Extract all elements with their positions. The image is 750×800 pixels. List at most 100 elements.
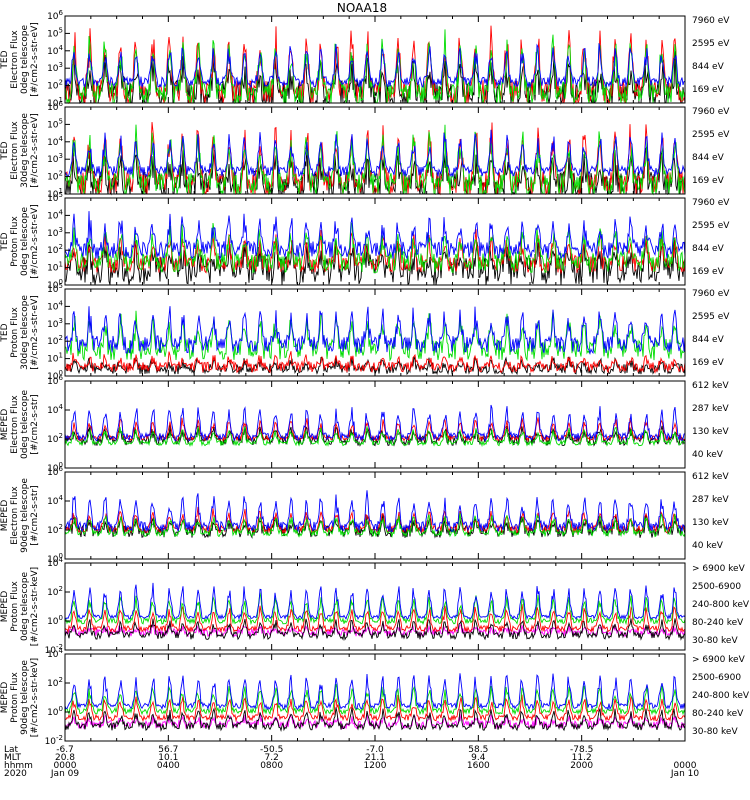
- x-tick-label: 1600: [467, 761, 490, 771]
- series-3-trace: [64, 694, 686, 723]
- series-4-trace: [64, 683, 686, 716]
- y-tick-label: 102: [47, 432, 63, 445]
- x-row-label: hhmm: [4, 761, 33, 771]
- y-tick-label: 103: [47, 226, 63, 239]
- series-5-trace: [64, 673, 686, 711]
- series-2-trace: [64, 417, 685, 443]
- x-tick-label: 10.1: [158, 753, 178, 763]
- x-row-label: MLT: [4, 753, 22, 763]
- y-tick-label: 106: [47, 9, 63, 22]
- panel-frame: [64, 471, 686, 560]
- panel-frame: [64, 288, 686, 377]
- x-tick-label: 2000: [570, 761, 593, 771]
- y-tick-label: 103: [47, 152, 63, 165]
- y-tick-label: 100: [47, 614, 63, 627]
- y-axis-label: MEPED Electron Flux 0deg telescope [#/cm2-s…: [0, 390, 40, 460]
- y-axis-label-line: TED: [0, 323, 10, 342]
- y-axis-label-line: [#/cm2-s-str-eV]: [30, 22, 40, 97]
- y-axis-label-line: 0deg telescope: [20, 25, 30, 95]
- y-axis-label-line: [#/cm2-s-str-keV]: [30, 658, 40, 737]
- y-axis-label-line: 0deg telescope: [20, 390, 30, 460]
- series-3-trace: [64, 221, 686, 274]
- y-tick-label: 102: [47, 79, 63, 92]
- legend-entry: 2595 eV: [692, 130, 730, 140]
- y-axis-label: MEPED Electron Flux 90deg telescope [#/cm2-…: [0, 478, 40, 553]
- legend-entry: 40 keV: [692, 450, 724, 460]
- y-axis-label-line: Electron Flux: [10, 121, 20, 180]
- y-tick-label: 103: [47, 61, 63, 74]
- y-tick-label: 104: [47, 44, 63, 57]
- legend-entry: 169 eV: [692, 176, 725, 186]
- series-4-trace: [64, 129, 686, 178]
- y-tick-label: 102: [47, 170, 63, 183]
- legend-entry: 30-80 keV: [692, 636, 738, 646]
- x-tick-label: -6.7: [56, 745, 74, 755]
- series-5-trace: [64, 582, 686, 621]
- y-axis-label-line: MEPED: [0, 500, 10, 532]
- y-tick-label: 100: [47, 705, 63, 718]
- y-axis-label-line: 30deg telescope: [20, 113, 30, 188]
- series-4-trace: [64, 490, 686, 533]
- y-axis-label-line: [#/cm2-s-str-eV]: [30, 113, 40, 188]
- y-tick-label: 102: [47, 585, 63, 598]
- y-axis-label-line: Electron Flux: [10, 486, 20, 545]
- y-tick-label: 104: [47, 208, 63, 221]
- legend-entry: 612 keV: [692, 381, 729, 391]
- legend-entry: 169 eV: [692, 358, 725, 368]
- y-axis-label-line: Proton Flux: [10, 216, 20, 267]
- x-tick-label: -78.5: [570, 745, 593, 755]
- y-tick-label: 105: [47, 26, 63, 39]
- legend-entry: 2500-6900: [692, 582, 741, 592]
- y-tick-label: 104: [47, 494, 63, 507]
- x-tick-label: -7.0: [366, 745, 384, 755]
- x-tick-label: 9.4: [471, 753, 486, 763]
- series-4-trace: [64, 592, 686, 626]
- legend-entry: 2595 eV: [692, 221, 730, 231]
- legend-entry: 7960 eV: [692, 16, 730, 26]
- y-axis-label: MEPED Proton Flux 90deg telescope [#/cm2-s-…: [0, 658, 40, 737]
- y-tick-label: 104: [47, 299, 63, 312]
- series-3-trace: [64, 513, 686, 539]
- legend-entry: 2595 eV: [692, 39, 730, 49]
- y-axis-label-line: MEPED: [0, 682, 10, 714]
- y-tick-label: 102: [47, 523, 63, 536]
- legend-entry: 7960 eV: [692, 198, 730, 208]
- panel-frame: [64, 380, 686, 469]
- chart-title: NOAA18: [337, 1, 387, 15]
- series-4-trace: [64, 43, 686, 89]
- legend-entry: 7960 eV: [692, 107, 730, 117]
- y-axis-label-line: 90deg telescope: [20, 478, 30, 553]
- y-axis-label: TED Proton Flux 0deg telescope [#/cm2-s-str…: [0, 204, 40, 279]
- x-tick-label: Jan 10: [670, 769, 699, 779]
- x-tick-label: 56.7: [158, 745, 178, 755]
- y-axis-label-line: Proton Flux: [10, 672, 20, 723]
- y-axis-label-line: [#/cm2-s-str-keV]: [30, 567, 40, 646]
- x-tick-label: 7.2: [265, 753, 279, 763]
- y-axis-label-line: [#/cm2-s-str-eV]: [30, 295, 40, 370]
- x-tick-label: 0800: [260, 761, 283, 771]
- y-axis-label-line: 30deg telescope: [20, 295, 30, 370]
- series-4-trace: [64, 306, 686, 356]
- y-tick-label: 101: [47, 352, 63, 365]
- x-tick-label: 0000: [674, 761, 697, 771]
- legend-entry: 7960 eV: [692, 289, 730, 299]
- legend-entry: 612 keV: [692, 472, 729, 482]
- y-tick-label: 104: [47, 135, 63, 148]
- legend-entry: 30-80 keV: [692, 727, 738, 737]
- y-axis-label-line: 0deg telescope: [20, 572, 30, 642]
- series-1-trace: [64, 237, 686, 286]
- legend-entry: 2500-6900: [692, 673, 741, 683]
- y-axis-label-line: Electron Flux: [10, 395, 20, 454]
- series-4-trace: [64, 211, 686, 261]
- x-tick-label: 0000: [54, 761, 77, 771]
- legend-entry: 130 keV: [692, 427, 729, 437]
- series-1-trace: [64, 144, 686, 196]
- y-axis-label: MEPED Proton Flux 0deg telescope [#/cm2-s-s…: [0, 567, 40, 646]
- y-axis-label-line: MEPED: [0, 409, 10, 441]
